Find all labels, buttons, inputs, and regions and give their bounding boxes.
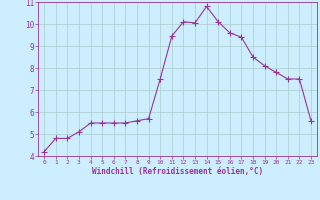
X-axis label: Windchill (Refroidissement éolien,°C): Windchill (Refroidissement éolien,°C) [92, 167, 263, 176]
